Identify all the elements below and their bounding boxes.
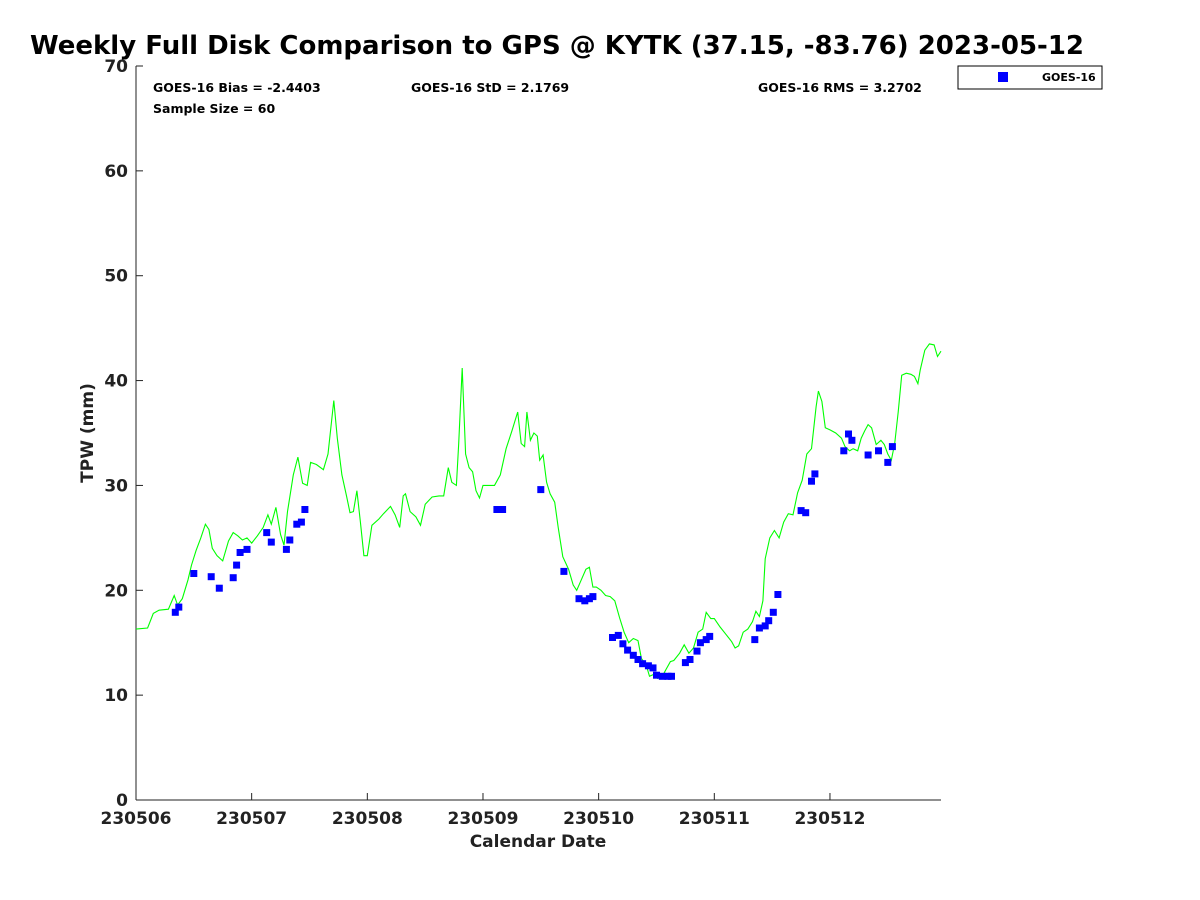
y-tick-label: 70 <box>104 57 128 77</box>
x-tick-label: 230510 <box>563 809 634 829</box>
x-tick-label: 230511 <box>679 809 750 829</box>
legend-box <box>957 65 1103 90</box>
legend-marker-goes16 <box>998 72 1008 82</box>
goes16-point <box>499 506 507 513</box>
goes16-point <box>609 634 616 641</box>
goes16-point <box>243 545 251 553</box>
goes16-point <box>644 662 652 670</box>
goes16-point <box>171 608 179 616</box>
y-tick-label: 0 <box>116 791 128 811</box>
goes16-point <box>267 538 275 546</box>
goes16-point <box>537 486 545 494</box>
legend: GOES-16 <box>957 65 1103 90</box>
x-axis-label: Calendar Date <box>470 832 607 852</box>
goes16-point <box>681 659 689 667</box>
goes16-point <box>811 470 819 478</box>
x-tick-label: 230512 <box>794 809 865 829</box>
goes16-point <box>301 506 309 513</box>
goes16-point <box>751 636 759 644</box>
legend-label-goes16: GOES-16 <box>1042 71 1096 84</box>
axes: 0 10 20 30 40 50 60 70 230506 230507 230508 230509 2… <box>101 57 941 829</box>
goes16-point <box>233 561 241 569</box>
goes16-point <box>808 477 815 485</box>
gps-tpw-line <box>135 343 942 680</box>
goes16-point <box>769 608 777 616</box>
goes16-point <box>706 632 714 640</box>
x-tick-label: 230507 <box>216 809 287 829</box>
x-tick-label: 230509 <box>447 809 518 829</box>
x-tick-label: 230508 <box>332 809 403 829</box>
goes16-point <box>293 520 301 528</box>
y-tick-label: 20 <box>104 581 128 601</box>
goes16-point <box>774 591 782 598</box>
goes16-point <box>848 436 856 444</box>
sample-size-stat: Sample Size = 60 <box>153 101 275 116</box>
goes16-point <box>263 529 271 537</box>
goes16-point <box>629 651 637 659</box>
goes16-point <box>653 671 660 679</box>
goes16-point <box>686 656 694 663</box>
goes16-point <box>575 595 583 603</box>
y-tick-label: 50 <box>104 267 128 287</box>
y-axis-label: TPW (mm) <box>78 383 98 483</box>
goes16-point <box>619 640 627 648</box>
std-stat: GOES-16 StD = 2.1769 <box>411 80 569 95</box>
goes16-point <box>845 430 852 438</box>
goes16-point <box>639 660 647 668</box>
goes16-point <box>696 639 704 647</box>
goes16-point <box>190 570 198 577</box>
goes16-point <box>840 447 848 455</box>
chart-title: Weekly Full Disk Comparison to GPS @ KYT… <box>30 31 1084 61</box>
goes16-point <box>884 458 892 466</box>
goes16-point <box>761 622 769 630</box>
goes16-point <box>797 507 805 515</box>
y-tick-label: 10 <box>104 686 128 706</box>
goes16-point <box>658 672 666 680</box>
goes16-point <box>888 443 896 451</box>
goes16-point <box>282 545 290 553</box>
goes16-point <box>875 447 882 455</box>
goes16-point <box>634 656 642 663</box>
goes16-point <box>286 536 294 544</box>
goes16-point <box>581 597 589 605</box>
goes16-point <box>175 603 183 611</box>
goes16-point <box>560 567 568 575</box>
goes16-point <box>624 646 632 654</box>
goes16-point <box>589 593 597 601</box>
y-tick-label: 60 <box>104 162 128 182</box>
bias-stat: GOES-16 Bias = -2.4403 <box>153 80 321 95</box>
goes16-point <box>649 664 657 672</box>
goes16-point <box>236 549 244 556</box>
goes16-point <box>207 573 215 581</box>
goes16-point <box>215 584 223 592</box>
y-tick-label: 40 <box>104 372 128 392</box>
goes16-point <box>493 506 501 513</box>
goes16-point <box>864 451 872 459</box>
goes16-point <box>755 624 763 632</box>
y-tick-label: 30 <box>104 476 128 496</box>
goes16-point <box>802 509 810 517</box>
series-layer <box>135 343 942 680</box>
x-tick-label: 230506 <box>101 809 172 829</box>
stats-panel: GOES-16 Bias = -2.4403 GOES-16 StD = 2.1… <box>153 80 922 116</box>
rms-stat: GOES-16 RMS = 3.2702 <box>758 80 922 95</box>
goes16-point <box>693 647 701 655</box>
goes16-point <box>765 617 773 625</box>
goes16-point <box>229 574 237 582</box>
goes16-point <box>614 631 622 639</box>
goes16-point <box>297 518 305 526</box>
goes16-point <box>668 672 675 680</box>
